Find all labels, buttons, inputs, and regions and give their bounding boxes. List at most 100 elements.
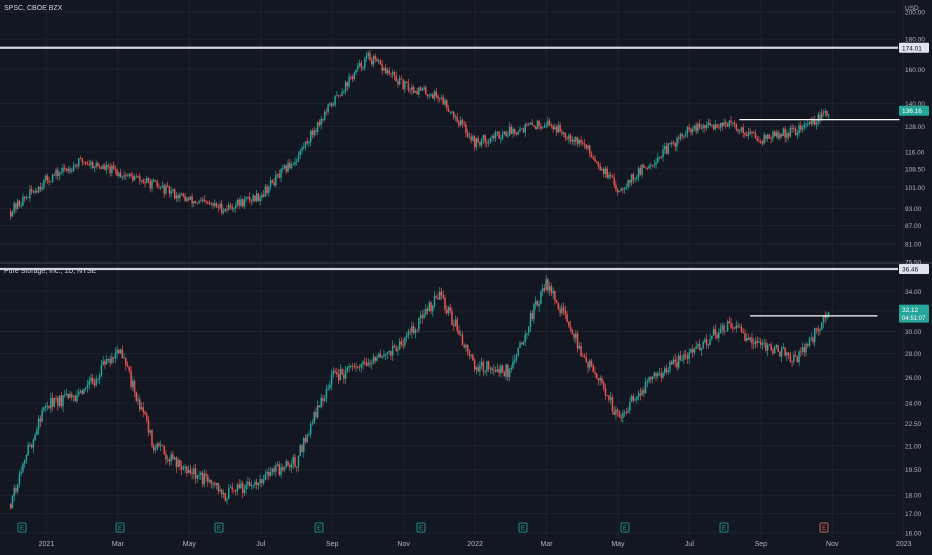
candle-body [163, 445, 165, 454]
candle-body [114, 169, 117, 171]
candle-body [140, 180, 143, 182]
candle-body [779, 351, 781, 357]
candle-body [200, 200, 202, 202]
candle-body [712, 125, 715, 130]
candle-body [278, 173, 281, 178]
candle-body [650, 165, 652, 167]
candle-body [69, 394, 71, 398]
candle-body [568, 321, 570, 327]
candle-body [112, 165, 115, 170]
candle-body [315, 412, 317, 417]
candle-body [459, 334, 462, 336]
candle-body [569, 135, 572, 142]
candle-body [461, 334, 464, 346]
candle-body [693, 348, 696, 353]
candle-body [589, 360, 591, 368]
candle-body [294, 457, 296, 467]
candle-body [576, 333, 579, 349]
candle-body [161, 185, 164, 187]
candle-body [343, 374, 345, 379]
candle-body [519, 128, 521, 132]
candle-body [398, 341, 401, 350]
candle-body [737, 129, 739, 132]
candle-body [201, 472, 204, 485]
candle-body [644, 381, 647, 394]
candle-body [749, 131, 751, 134]
candle-body [796, 356, 799, 362]
candle-body [709, 338, 711, 345]
candle-body [311, 423, 314, 425]
candle-body [184, 466, 186, 468]
candle-body [658, 373, 661, 375]
candle-body [152, 445, 155, 451]
candle-body [365, 55, 368, 59]
candle-body [367, 362, 370, 366]
candle-body [686, 355, 689, 359]
candle-body [322, 397, 324, 401]
candle-body [79, 158, 82, 159]
candle-body [217, 207, 220, 209]
candle-body [205, 201, 207, 202]
candle-body [745, 135, 748, 137]
candle-body [815, 328, 818, 329]
candle-body [210, 480, 213, 484]
candle-body [283, 165, 286, 168]
candle-body [344, 82, 347, 92]
candle-body [683, 135, 685, 137]
candle-body [744, 133, 746, 136]
earnings-marker [416, 522, 426, 533]
candle-body [704, 339, 706, 342]
candle-body [466, 344, 469, 351]
candle-body [227, 488, 230, 499]
candle-body [350, 365, 352, 367]
candle-body [461, 120, 464, 124]
candle-body [254, 195, 256, 202]
candle-body [794, 128, 797, 136]
candle-body [751, 132, 753, 134]
candle-body [433, 296, 436, 306]
candle-body [601, 168, 603, 171]
candle-body [55, 169, 57, 176]
candle-body [379, 354, 382, 358]
candle-body [15, 203, 17, 209]
candle-body [194, 201, 197, 203]
candle-body [261, 194, 263, 198]
candle-body [166, 185, 169, 187]
candle-body [571, 329, 574, 334]
candle-body [522, 128, 525, 133]
candle-body [71, 171, 73, 173]
candle-body [634, 399, 636, 401]
bar-countdown: 04:51:07 [902, 316, 926, 322]
candle-body [370, 60, 373, 65]
candle-body [653, 164, 656, 166]
time-axis-label: 2023 [896, 541, 912, 548]
candle-body [398, 78, 401, 85]
candle-body [287, 461, 289, 466]
candle-body [775, 345, 778, 347]
candle-body [252, 195, 254, 201]
candle-body [241, 199, 244, 207]
candle-body [83, 161, 85, 163]
candle-body [432, 305, 434, 312]
candle-body [550, 125, 553, 127]
candle-body [172, 189, 174, 192]
candle-body [9, 504, 12, 509]
time-axis-label: Nov [826, 541, 839, 548]
candle-body [123, 357, 125, 359]
candle-body [282, 467, 284, 471]
candle-body [271, 468, 274, 473]
candle-body [180, 466, 183, 470]
candle-body [458, 121, 460, 126]
candle-body [358, 62, 361, 66]
candle-body [423, 87, 425, 90]
candle-body [564, 132, 567, 138]
candle-body [493, 369, 495, 371]
candle-body [419, 315, 422, 319]
candle-body [402, 79, 404, 90]
candle-body [646, 381, 649, 383]
candle-body [606, 395, 608, 396]
candle-body [454, 116, 457, 118]
candle-body [46, 405, 49, 407]
